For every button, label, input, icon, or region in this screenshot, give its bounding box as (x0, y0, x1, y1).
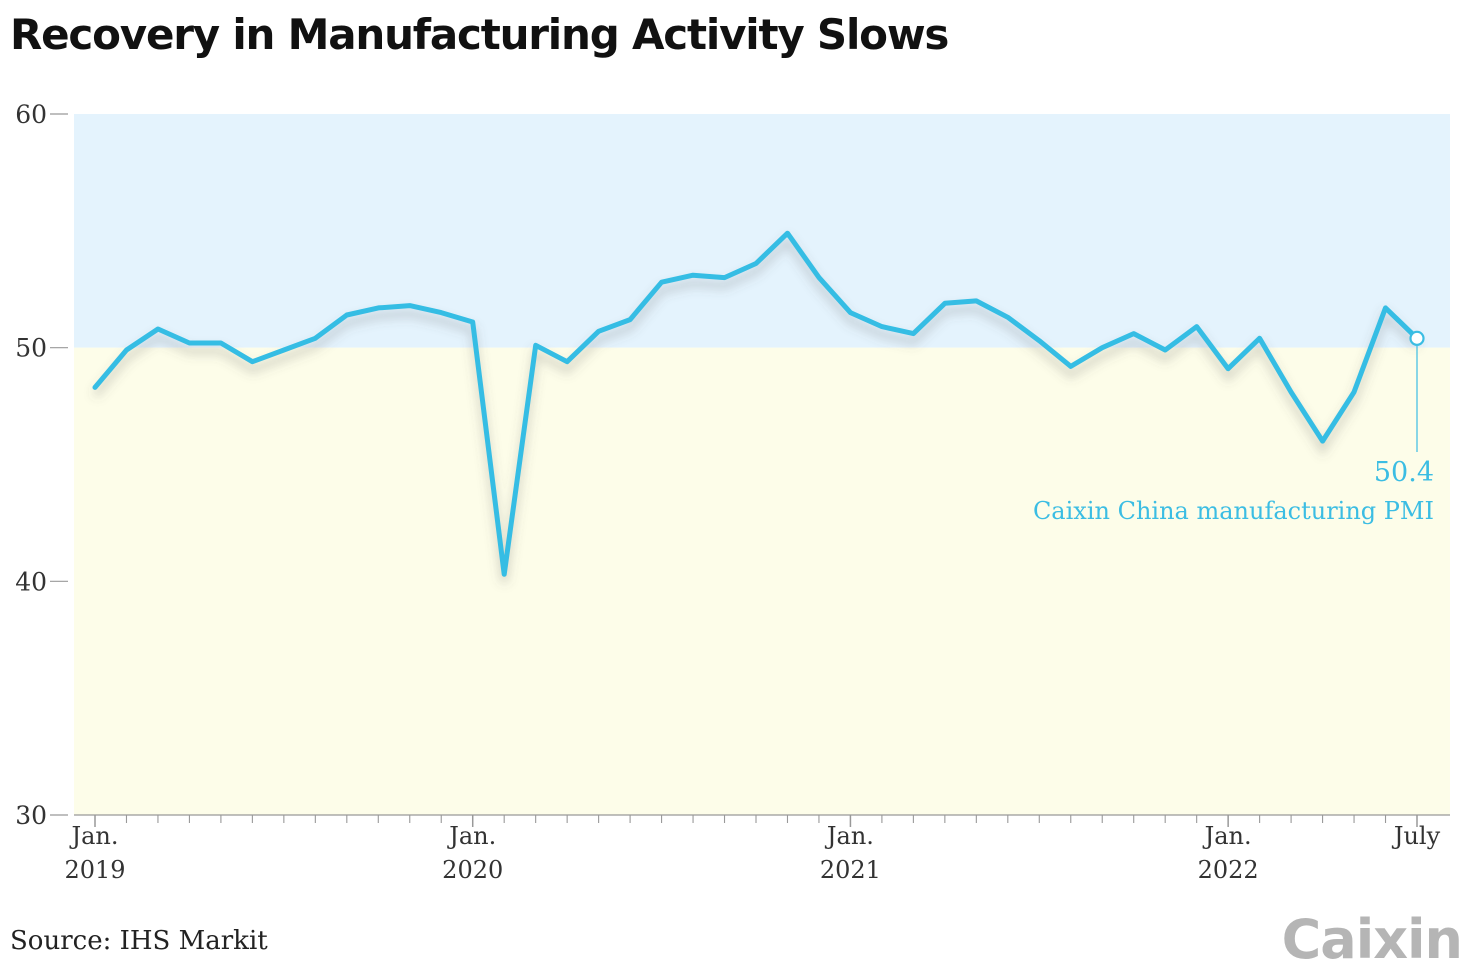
band-below-50 (74, 347, 1450, 815)
x-tick-label-2019-01-month: Jan. (68, 822, 118, 850)
annotation-value: 50.4 (1374, 457, 1434, 488)
y-axis: 30 40 50 60 (15, 100, 68, 830)
y-tick-label-40: 40 (15, 567, 47, 596)
y-tick-label-60: 60 (15, 100, 47, 129)
x-tick-label-2022-07-month: July (1391, 822, 1441, 850)
x-axis: Jan. 2019 Jan. 2020 Jan. 2021 Jan. 2022 July (64, 814, 1450, 884)
x-tick-label-2021-01-month: Jan. (824, 822, 874, 850)
x-tick-label-2019-01-year: 2019 (64, 856, 125, 884)
band-above-50 (74, 114, 1450, 348)
annotation-group: 50.4 Caixin China manufacturing PMI (1033, 330, 1434, 525)
y-tick-label-50: 50 (15, 334, 47, 363)
series-line-pmi (92, 230, 1420, 577)
y-tick-label-30: 30 (15, 801, 47, 830)
x-tick-label-2022-01-month: Jan. (1202, 822, 1252, 850)
x-tick-label-2022-01-year: 2022 (1198, 856, 1259, 884)
latest-point-marker (1409, 330, 1425, 346)
x-tick-label-2021-01-year: 2021 (820, 856, 881, 884)
source-note: Source: IHS Markit (10, 926, 268, 956)
series-group (91, 230, 1420, 583)
background-bands (74, 114, 1450, 815)
chart-title: Recovery in Manufacturing Activity Slows (10, 10, 949, 59)
x-tick-label-2020-01-month: Jan. (446, 822, 496, 850)
x-tick-label-2020-01-year: 2020 (442, 856, 503, 884)
caixin-logo: Caixin (1281, 908, 1463, 971)
annotation-series-name: Caixin China manufacturing PMI (1033, 497, 1434, 525)
series-line-shadow (91, 235, 1420, 583)
